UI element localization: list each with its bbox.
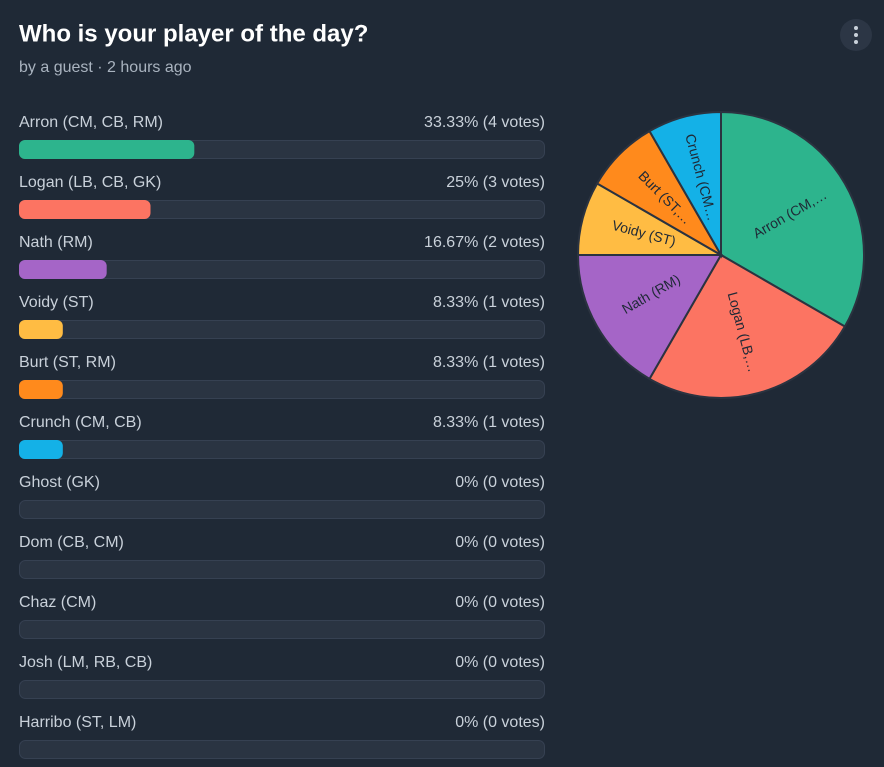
bar-fill xyxy=(19,440,63,459)
bar-track xyxy=(19,320,545,339)
option-result: 8.33% (1 votes) xyxy=(433,414,545,431)
bar-fill xyxy=(19,200,151,219)
bar-track xyxy=(19,680,545,699)
bar-fill xyxy=(19,320,63,339)
option-name: Arron (CM, CB, RM) xyxy=(19,114,163,131)
bar-track xyxy=(19,620,545,639)
byline: by a guest · 2 hours ago xyxy=(19,59,192,76)
bar-fill xyxy=(19,140,195,159)
bar-fill xyxy=(19,260,107,279)
option-result: 8.33% (1 votes) xyxy=(433,354,545,371)
option-name: Ghost (GK) xyxy=(19,474,100,491)
option-name: Josh (LM, RB, CB) xyxy=(19,654,152,671)
option-name: Burt (ST, RM) xyxy=(19,354,116,371)
bar-track xyxy=(19,560,545,579)
option-result: 25% (3 votes) xyxy=(446,174,545,191)
option-result: 0% (0 votes) xyxy=(455,594,545,611)
option-result: 0% (0 votes) xyxy=(455,714,545,731)
bar-track xyxy=(19,740,545,759)
option-name: Crunch (CM, CB) xyxy=(19,414,142,431)
option-result: 0% (0 votes) xyxy=(455,534,545,551)
bar-track xyxy=(19,500,545,519)
bar-fill xyxy=(19,380,63,399)
option-result: 16.67% (2 votes) xyxy=(424,234,545,251)
option-result: 33.33% (4 votes) xyxy=(424,114,545,131)
option-name: Nath (RM) xyxy=(19,234,93,251)
menu-button[interactable] xyxy=(840,19,872,51)
option-result: 0% (0 votes) xyxy=(455,474,545,491)
option-name: Logan (LB, CB, GK) xyxy=(19,174,161,191)
pie-slice xyxy=(648,253,847,399)
option-result: 0% (0 votes) xyxy=(455,654,545,671)
poll-title: Who is your player of the day? xyxy=(19,20,368,47)
bar-track xyxy=(19,380,545,399)
pie-slice xyxy=(720,110,865,328)
option-name: Harribo (ST, LM) xyxy=(19,714,136,731)
option-name: Dom (CB, CM) xyxy=(19,534,124,551)
bar-track xyxy=(19,440,545,459)
pie-slice xyxy=(648,110,722,259)
option-name: Voidy (ST) xyxy=(19,294,94,311)
option-name: Chaz (CM) xyxy=(19,594,96,611)
option-result: 8.33% (1 votes) xyxy=(433,294,545,311)
pie-slice xyxy=(576,253,723,381)
